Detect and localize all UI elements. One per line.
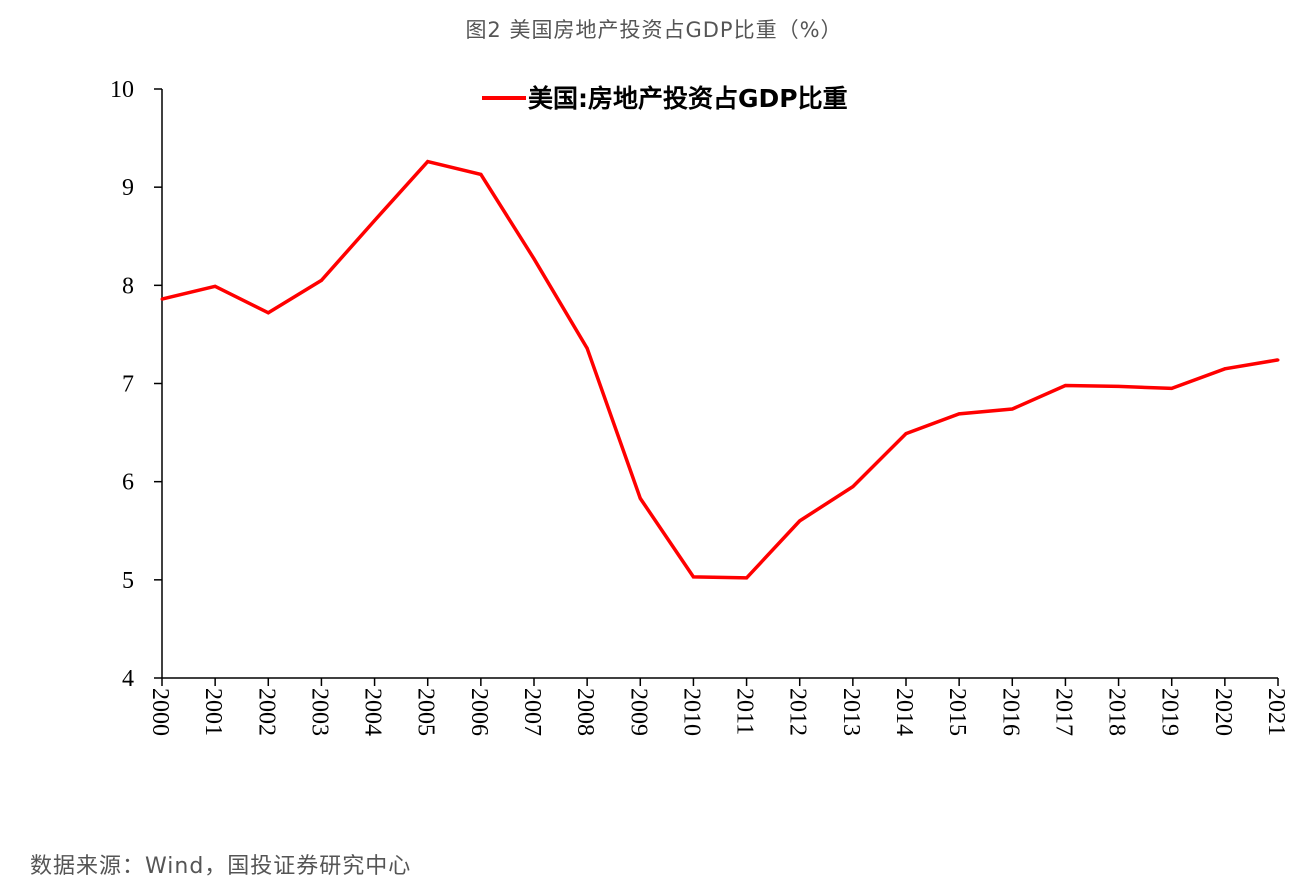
data-point <box>213 284 217 288</box>
y-tick-label: 7 <box>122 372 134 398</box>
data-point <box>160 297 164 301</box>
data-point <box>1276 358 1280 362</box>
data-point <box>266 311 270 315</box>
legend-label: 美国:房地产投资占GDP比重 <box>528 84 848 113</box>
y-tick-label: 4 <box>122 666 134 692</box>
x-tick-label: 2019 <box>1157 688 1183 736</box>
data-point <box>479 172 483 176</box>
data-point <box>1170 386 1174 390</box>
x-tick-label: 2012 <box>785 688 811 736</box>
data-point <box>319 278 323 282</box>
x-tick-label: 2010 <box>678 688 704 736</box>
data-point <box>904 432 908 436</box>
x-tick-label: 2009 <box>625 688 651 736</box>
x-tick-label: 2017 <box>1050 688 1076 736</box>
data-point <box>585 346 589 350</box>
chart-axes <box>161 89 1278 679</box>
data-point <box>1117 384 1121 388</box>
x-tick-label: 2006 <box>466 688 492 736</box>
y-tick-label: 6 <box>122 470 134 496</box>
y-tick-label: 10 <box>110 77 134 103</box>
y-tick-label: 9 <box>122 175 134 201</box>
data-point <box>1010 407 1014 411</box>
x-tick-label: 2020 <box>1210 688 1236 736</box>
figure-title: 图2 美国房地产投资占GDP比重（%） <box>465 18 843 42</box>
legend: 美国:房地产投资占GDP比重 <box>482 84 848 113</box>
data-point <box>798 519 802 523</box>
series-line <box>161 159 1279 580</box>
x-tick-label: 2014 <box>891 688 917 736</box>
x-tick-label: 2016 <box>997 688 1023 736</box>
y-tick-label: 5 <box>122 568 134 594</box>
x-tick-label: 2001 <box>200 688 226 736</box>
y-tick-label: 8 <box>122 273 134 299</box>
x-tick-label: 2007 <box>519 688 545 736</box>
data-point <box>638 496 642 500</box>
data-point <box>1063 383 1067 387</box>
x-tick-label: 2013 <box>838 688 864 736</box>
data-point <box>1223 367 1227 371</box>
data-point <box>957 412 961 416</box>
x-tick-label: 2005 <box>413 688 439 736</box>
x-tick-label: 2004 <box>360 688 386 736</box>
x-axis-ticks: 2000 2001 2002 2003 2004 2005 2006 2007 2008 2009… <box>147 678 1289 736</box>
x-tick-label: 2018 <box>1104 688 1130 736</box>
source-note: 数据来源：Wind，国投证券研究中心 <box>30 854 412 879</box>
data-point <box>745 576 749 580</box>
x-tick-label: 2003 <box>306 688 332 736</box>
x-tick-label: 2000 <box>147 688 173 736</box>
x-tick-label: 2011 <box>732 688 758 735</box>
x-tick-label: 2015 <box>944 688 970 736</box>
data-point <box>851 485 855 489</box>
data-point <box>691 575 695 579</box>
x-tick-label: 2008 <box>572 688 598 736</box>
data-point <box>426 160 430 164</box>
data-point <box>532 257 536 261</box>
x-tick-label: 2002 <box>253 688 279 736</box>
x-tick-label: 2021 <box>1263 688 1289 736</box>
series-layer <box>160 159 1280 580</box>
data-point <box>373 219 377 223</box>
y-axis-ticks: 4 5 6 7 8 9 10 <box>110 77 162 692</box>
